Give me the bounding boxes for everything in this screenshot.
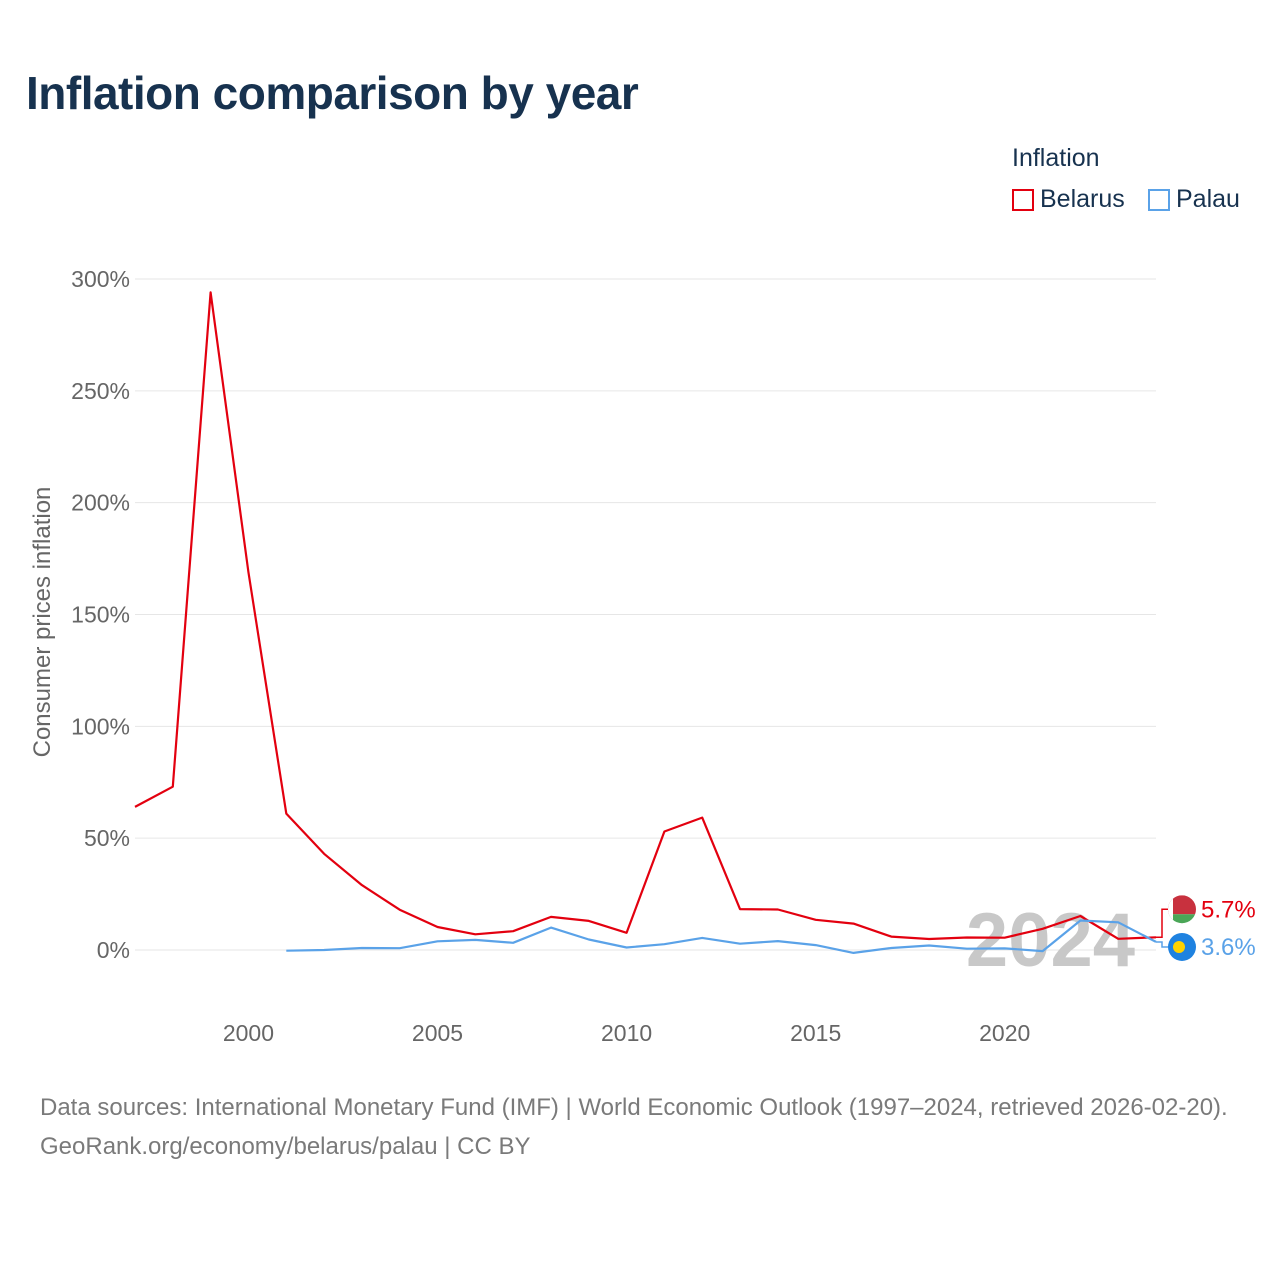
x-tick-label: 2020	[979, 1020, 1030, 1046]
chart-title: Inflation comparison by year	[26, 67, 639, 119]
series-lines	[134, 291, 1157, 955]
y-tick-label: 150%	[71, 602, 130, 628]
y-tick-label: 50%	[84, 825, 130, 851]
legend-swatch-belarus	[1012, 188, 1034, 211]
legend-swatch-palau	[1148, 188, 1170, 211]
y-tick-label: 100%	[71, 713, 130, 739]
footer: Data sources: International Monetary Fun…	[40, 1088, 1250, 1166]
data-sources: Data sources: International Monetary Fun…	[40, 1094, 1228, 1121]
series-line-belarus[interactable]	[134, 291, 1157, 941]
gridlines	[135, 278, 1156, 951]
end-connector-belarus	[1156, 908, 1168, 939]
end-value-label-palau: 3.6%	[1201, 934, 1256, 961]
x-axis-ticks: 2000 2005 2010 2015 2020	[223, 1020, 1030, 1046]
legend-title: Inflation	[1012, 144, 1100, 172]
end-connector-palau	[1156, 941, 1168, 948]
y-tick-label: 250%	[71, 378, 130, 404]
year-watermark: 2024	[966, 898, 1135, 983]
credit-link[interactable]: GeoRank.org/economy/belarus/palau | CC B…	[40, 1133, 531, 1160]
series-line-palau[interactable]	[286, 919, 1157, 955]
x-tick-label: 2000	[223, 1020, 274, 1046]
y-tick-label: 300%	[71, 266, 130, 292]
series-end-markers: 5.7% 3.6%	[1156, 895, 1256, 961]
y-tick-label: 200%	[71, 490, 130, 516]
legend-item-palau[interactable]: Palau	[1148, 185, 1240, 214]
y-axis-label: Consumer prices inflation	[29, 487, 56, 758]
legend-item-belarus[interactable]: Belarus	[1012, 185, 1125, 214]
x-tick-label: 2010	[601, 1020, 652, 1046]
x-tick-label: 2015	[790, 1020, 841, 1046]
y-tick-label: 0%	[97, 937, 130, 963]
y-axis-ticks: 0% 50% 100% 150% 200% 250% 300%	[71, 266, 130, 963]
legend-label-belarus: Belarus	[1040, 185, 1125, 213]
flag-icon-palau	[1168, 932, 1196, 961]
end-value-label-belarus: 5.7%	[1201, 896, 1256, 923]
legend-label-palau: Palau	[1176, 185, 1240, 213]
flag-icon-belarus	[1168, 895, 1196, 924]
line-chart: 0%50%100%150%200%250%300% 2000 2005 2010 20…	[29, 266, 1256, 1046]
x-tick-label: 2005	[412, 1020, 463, 1046]
